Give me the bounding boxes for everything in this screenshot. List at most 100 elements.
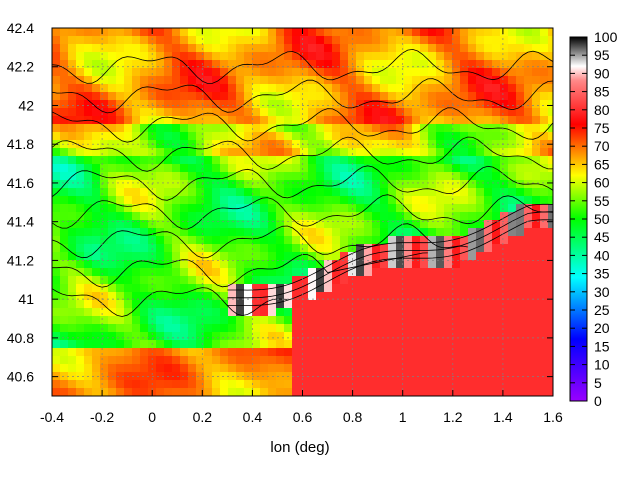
- heatmap-cell: [76, 292, 85, 301]
- heatmap-cell: [300, 236, 309, 245]
- heatmap-cell: [276, 212, 285, 221]
- heatmap-cell: [380, 244, 389, 253]
- heatmap-cell: [276, 332, 285, 341]
- heatmap-cell: [516, 340, 525, 349]
- heatmap-cell: [204, 44, 213, 53]
- heatmap-cell: [388, 356, 397, 365]
- heatmap-cell: [468, 100, 477, 109]
- heatmap-cell: [52, 172, 61, 181]
- heatmap-cell: [356, 316, 365, 325]
- y-tick-label: 41.8: [7, 136, 34, 152]
- heatmap-cell: [140, 324, 149, 333]
- heatmap-cell: [452, 324, 461, 333]
- heatmap-cell: [380, 284, 389, 293]
- heatmap-cell: [364, 292, 373, 301]
- heatmap-cell: [164, 164, 173, 173]
- heatmap-cell: [52, 364, 61, 373]
- heatmap-cell: [252, 356, 261, 365]
- heatmap-cell: [76, 124, 85, 133]
- heatmap-cell: [84, 68, 93, 77]
- heatmap-cell: [372, 324, 381, 333]
- heatmap-cell: [276, 180, 285, 189]
- heatmap-cell: [172, 316, 181, 325]
- heatmap-cell: [220, 76, 229, 85]
- heatmap-cell: [444, 236, 453, 245]
- heatmap-cell: [268, 124, 277, 133]
- heatmap-cell: [484, 308, 493, 317]
- heatmap-cell: [356, 380, 365, 389]
- heatmap-cell: [284, 244, 293, 253]
- heatmap-cell: [484, 244, 493, 253]
- heatmap-cell: [236, 268, 245, 277]
- heatmap-cell: [164, 204, 173, 213]
- heatmap-cell: [220, 268, 229, 277]
- heatmap-cell: [308, 308, 317, 317]
- heatmap-cell: [316, 364, 325, 373]
- heatmap-cell: [140, 340, 149, 349]
- heatmap-cell: [532, 28, 541, 37]
- heatmap-cell: [268, 28, 277, 37]
- heatmap-cell: [316, 316, 325, 325]
- heatmap-cell: [372, 124, 381, 133]
- heatmap-cell: [500, 204, 509, 213]
- heatmap-cell: [508, 380, 517, 389]
- heatmap-cell: [516, 268, 525, 277]
- heatmap-cell: [132, 60, 141, 69]
- heatmap-cell: [404, 44, 413, 53]
- heatmap-cell: [444, 276, 453, 285]
- heatmap-cell: [444, 364, 453, 373]
- heatmap-cell: [196, 236, 205, 245]
- heatmap-cell: [76, 148, 85, 157]
- heatmap-cell: [468, 196, 477, 205]
- heatmap-cell: [180, 188, 189, 197]
- heatmap-cell: [276, 148, 285, 157]
- heatmap-cell: [548, 36, 553, 45]
- heatmap-cell: [396, 236, 405, 245]
- heatmap-cell: [500, 196, 509, 205]
- heatmap-cell: [140, 236, 149, 245]
- heatmap-cell: [116, 388, 125, 396]
- heatmap-cell: [76, 204, 85, 213]
- heatmap-cell: [380, 236, 389, 245]
- heatmap-cell: [220, 60, 229, 69]
- heatmap-cell: [268, 236, 277, 245]
- heatmap-cell: [540, 236, 549, 245]
- heatmap-cell: [284, 348, 293, 357]
- heatmap-cell: [348, 108, 357, 117]
- heatmap-cell: [500, 372, 509, 381]
- heatmap-cell: [188, 188, 197, 197]
- heatmap-cell: [356, 180, 365, 189]
- heatmap-cell: [492, 340, 501, 349]
- heatmap-cell: [284, 148, 293, 157]
- heatmap-cell: [548, 60, 553, 69]
- heatmap-cell: [548, 308, 553, 317]
- heatmap-cell: [100, 364, 109, 373]
- heatmap-cell: [156, 236, 165, 245]
- x-tick-label: 1.4: [493, 409, 513, 425]
- heatmap-cell: [164, 260, 173, 269]
- heatmap-cell: [148, 116, 157, 125]
- heatmap-cell: [308, 316, 317, 325]
- colorbar-tick-label: 25: [594, 302, 610, 318]
- x-axis-ticks: -0.4 -0.2 0 0.2 0.4 0.6 0.8 1 1.2 1.4 1.6: [40, 28, 563, 425]
- heatmap-cell: [388, 76, 397, 85]
- heatmap-cell: [372, 132, 381, 141]
- heatmap-cell: [300, 348, 309, 357]
- heatmap-cell: [52, 148, 61, 157]
- heatmap-cell: [236, 76, 245, 85]
- heatmap-cell: [212, 348, 221, 357]
- heatmap-cell: [388, 260, 397, 269]
- heatmap-cell: [196, 100, 205, 109]
- heatmap-field: [52, 28, 553, 396]
- heatmap-cell: [516, 140, 525, 149]
- heatmap-cell: [196, 60, 205, 69]
- heatmap-cell: [132, 164, 141, 173]
- heatmap-cell: [332, 340, 341, 349]
- heatmap-cell: [340, 116, 349, 125]
- heatmap-cell: [60, 92, 69, 101]
- heatmap-cell: [420, 140, 429, 149]
- heatmap-cell: [308, 388, 317, 396]
- heatmap-cell: [348, 148, 357, 157]
- heatmap-cell: [116, 52, 125, 61]
- heatmap-cell: [548, 252, 553, 261]
